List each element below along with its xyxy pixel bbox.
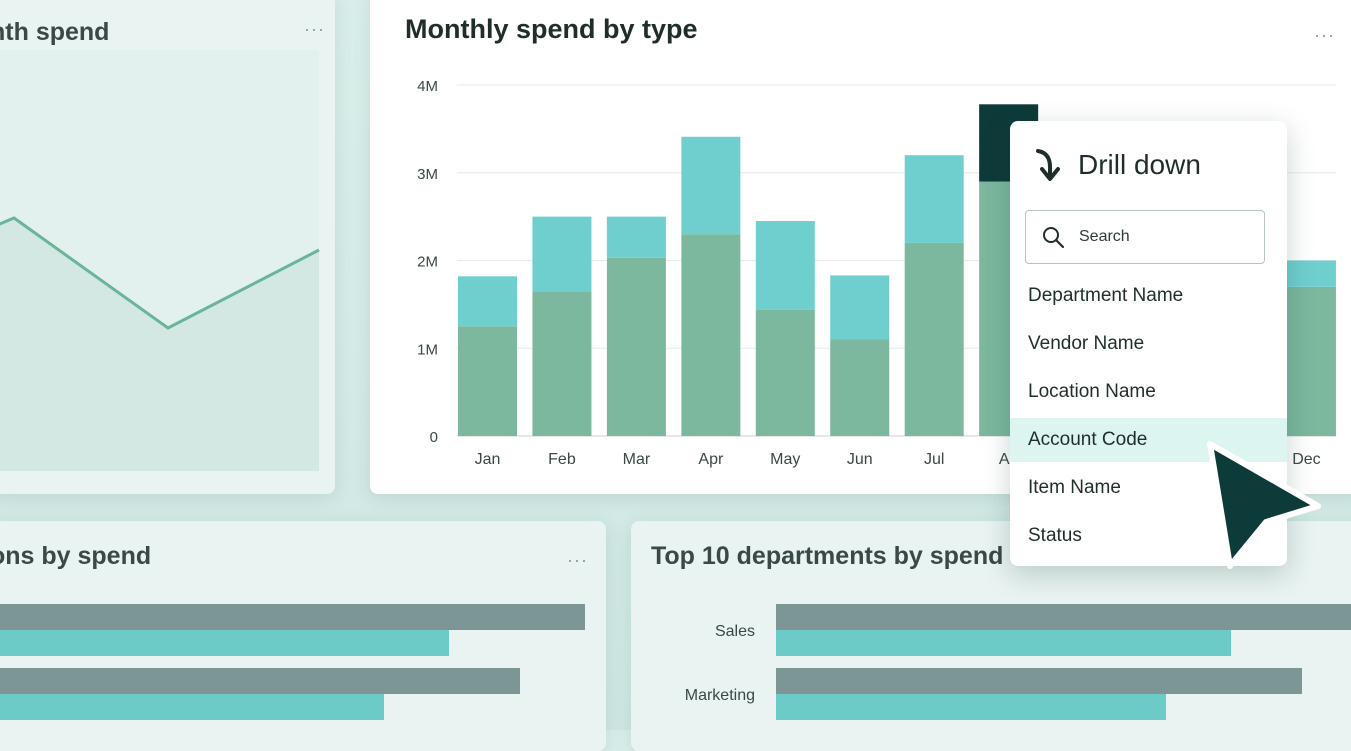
bar-segment-top (606, 216, 666, 258)
more-dots-icon[interactable]: ··· (567, 550, 588, 570)
bar-segment-base (681, 234, 741, 436)
y-tick-label: 0 (430, 429, 438, 446)
bottom-left-card: ons by spend ··· (0, 521, 606, 751)
x-tick-label: Jun (847, 451, 873, 468)
hbar-dark (776, 604, 1351, 630)
bar-segment-top (458, 276, 517, 327)
bar-segment-top (681, 136, 741, 235)
menu-item-item-name[interactable]: Item Name (1028, 477, 1121, 498)
line-area-chart (0, 50, 320, 471)
search-input[interactable] (1077, 227, 1251, 247)
left-top-card: nth spend ··· (0, 0, 335, 494)
area-fill (0, 218, 319, 471)
hbar-light (0, 630, 449, 656)
bar-segment-base (458, 326, 517, 436)
x-tick-label: Feb (548, 451, 576, 468)
bottom-right-card-title: Top 10 departments by spend (651, 542, 1004, 570)
bar-segment-top (532, 216, 592, 292)
category-label: Marketing (684, 687, 755, 704)
x-tick-label: Mar (623, 451, 651, 468)
y-tick-label: 2M (417, 254, 438, 271)
hbar-dark (0, 668, 520, 694)
category-label: Sales (714, 623, 755, 640)
drill-down-title: Drill down (1078, 149, 1201, 180)
bar-segment-base (830, 339, 890, 436)
x-tick-label: Dec (1292, 451, 1320, 468)
search-icon (1043, 227, 1065, 249)
bar-segment-top (904, 155, 964, 243)
menu-item-department-name[interactable]: Department Name (1028, 285, 1184, 306)
menu-item-vendor-name[interactable]: Vendor Name (1028, 333, 1145, 354)
area-line (0, 216, 320, 330)
x-tick-label: May (770, 451, 800, 468)
hbar-dark (776, 668, 1302, 694)
bottom-left-card-title: ons by spend (0, 542, 152, 570)
more-dots-icon[interactable]: ··· (1314, 25, 1335, 45)
drill-down-header: Drill down (1034, 147, 1201, 183)
hbar-light (0, 694, 384, 720)
x-tick-label: Jan (475, 451, 501, 468)
hbar-light (776, 630, 1231, 656)
search-box[interactable] (1025, 210, 1265, 264)
more-dots-icon[interactable]: ··· (304, 19, 325, 39)
chart-title: Monthly spend by type (405, 14, 698, 44)
bar-segment-base (755, 309, 815, 436)
bottom-right-card: Top 10 departments by spend Sales Market… (631, 521, 1351, 751)
y-tick-label: 3M (417, 166, 438, 183)
y-tick-label: 1M (417, 341, 438, 358)
bar-segment-base (606, 257, 666, 436)
drill-down-arrow-icon (1036, 149, 1060, 181)
menu-item-status[interactable]: Status (1028, 525, 1082, 546)
mouse-pointer-icon (1207, 441, 1321, 569)
x-tick-label: Jul (924, 451, 944, 468)
hbar-light (776, 694, 1166, 720)
y-tick-label: 4M (417, 78, 438, 95)
menu-item-location-name[interactable]: Location Name (1028, 381, 1156, 402)
hbar-dark (0, 604, 585, 630)
x-tick-label: Apr (698, 451, 724, 468)
left-top-card-title: nth spend (0, 18, 110, 46)
bar-segment-top (830, 275, 890, 340)
bar-segment-base (532, 291, 592, 436)
menu-item-account-code[interactable]: Account Code (1010, 418, 1287, 462)
drill-down-menu: Drill down Department Name Vendor Name L… (1010, 121, 1287, 566)
bar-segment-top (755, 221, 815, 310)
bar-segment-base (904, 242, 964, 436)
